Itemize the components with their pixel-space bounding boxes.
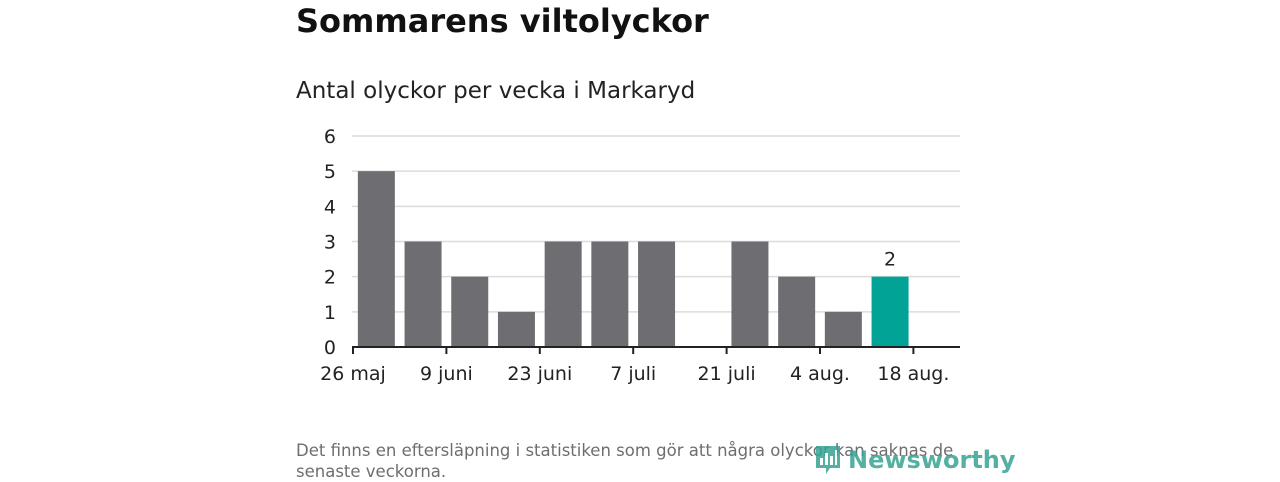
x-tick-label: 4 aug. xyxy=(790,363,850,385)
bar xyxy=(824,311,862,347)
bar xyxy=(731,241,769,347)
bars xyxy=(357,171,909,347)
y-tick-label: 3 xyxy=(324,232,336,254)
x-tick-label: 21 juli xyxy=(698,363,756,385)
chart-title: Sommarens viltolyckor xyxy=(296,2,709,40)
x-tick-label: 23 juni xyxy=(507,363,572,385)
bar xyxy=(871,276,909,347)
y-tick-label: 6 xyxy=(324,126,336,148)
bar xyxy=(451,276,489,347)
x-tick-label: 18 aug. xyxy=(877,363,949,385)
newsworthy-logo: Newsworthy xyxy=(814,444,1016,476)
x-tick-label: 7 juli xyxy=(610,363,656,385)
logo-text: Newsworthy xyxy=(848,446,1016,474)
x-tick-label: 26 maj xyxy=(320,363,386,385)
bar xyxy=(357,171,395,347)
data-labels: 2 xyxy=(884,249,896,271)
chart-subtitle: Antal olyckor per vecka i Markaryd xyxy=(296,78,696,104)
bar xyxy=(404,241,442,347)
x-axis: 26 maj 9 juni 23 juni 7 juli 21 juli 4 aug. 18… xyxy=(320,346,960,385)
y-tick-label: 5 xyxy=(324,161,336,183)
bar xyxy=(591,241,629,347)
y-tick-label: 2 xyxy=(324,267,336,289)
y-tick-label: 0 xyxy=(324,337,336,359)
y-tick-label: 4 xyxy=(324,196,336,218)
y-axis-tick-labels: 0 1 2 3 4 5 6 xyxy=(324,126,336,359)
x-tick-label: 9 juni xyxy=(420,363,473,385)
data-label: 2 xyxy=(884,249,896,271)
bar xyxy=(544,241,582,347)
bar-chart: 0 1 2 3 4 5 6 26 maj 9 juni 23 juni 7 juli 21 juli… xyxy=(320,126,960,385)
footnote: Det finns en eftersläpning i statistiken… xyxy=(296,441,954,481)
y-tick-label: 1 xyxy=(324,302,336,324)
bar xyxy=(638,241,676,347)
newsworthy-logo-icon xyxy=(816,446,840,474)
bar xyxy=(497,311,535,347)
bar xyxy=(778,276,816,347)
